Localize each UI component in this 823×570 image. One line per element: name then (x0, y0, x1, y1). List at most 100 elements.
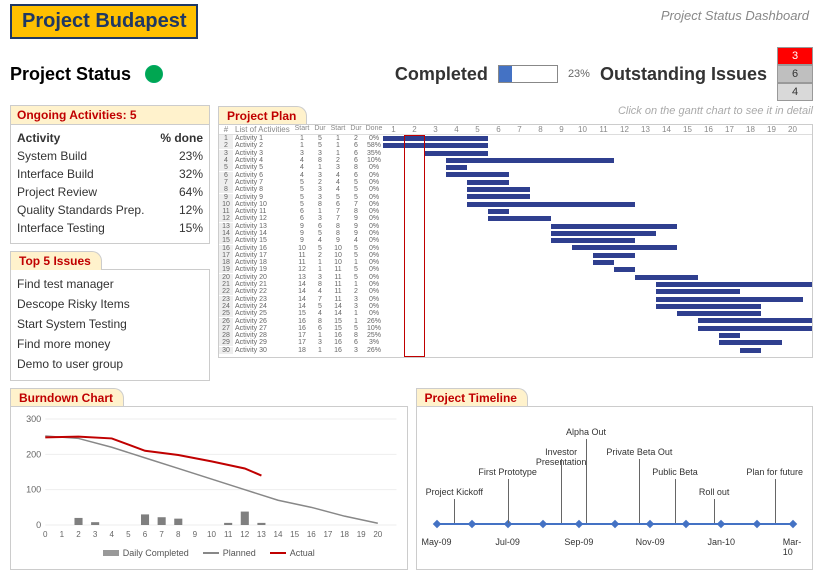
progress-bar (498, 65, 558, 83)
ongoing-header: Ongoing Activities: 5 (11, 106, 209, 125)
issue-count-box: 4 (777, 83, 813, 101)
svg-text:18: 18 (340, 530, 350, 539)
status-indicator-icon (145, 65, 163, 83)
gantt-row: 18Activity 181111010% (219, 259, 812, 266)
gantt-row: 4Activity 4482610% (219, 157, 812, 164)
top-issues-tab: Top 5 Issues (10, 251, 102, 270)
svg-text:11: 11 (224, 530, 233, 539)
plan-hint: Click on the gantt chart to see it in de… (618, 105, 813, 117)
gantt-row: 10Activity 1058670% (219, 201, 812, 208)
issue-item: Find more money (17, 334, 203, 354)
svg-text:5: 5 (126, 530, 131, 539)
top-issues-panel: Find test managerDescope Risky ItemsStar… (10, 269, 210, 381)
gantt-row: 2Activity 2151658% (219, 142, 812, 149)
gantt-row: 6Activity 643460% (219, 171, 812, 178)
gantt-row: 13Activity 1396890% (219, 223, 812, 230)
project-plan-tab: Project Plan (218, 106, 307, 125)
gantt-row: 30Activity 3018116326% (219, 347, 812, 354)
gantt-row: 29Activity 291731663% (219, 339, 812, 346)
timeline-event: Plan for future (746, 467, 803, 477)
svg-text:0: 0 (43, 530, 48, 539)
gantt-row: 16Activity 161051050% (219, 244, 812, 251)
svg-text:9: 9 (193, 530, 198, 539)
gantt-row: 24Activity 241451430% (219, 303, 812, 310)
svg-text:1: 1 (60, 530, 65, 539)
svg-text:14: 14 (274, 530, 284, 539)
timeline-event: First Prototype (478, 467, 537, 477)
gantt-row: 8Activity 853450% (219, 186, 812, 193)
svg-text:300: 300 (26, 414, 41, 424)
completed-block: Completed 23% (395, 64, 590, 85)
gantt-row: 22Activity 221441120% (219, 288, 812, 295)
gantt-row: 1Activity 115120% (219, 135, 812, 142)
svg-text:200: 200 (26, 449, 41, 459)
gantt-row: 9Activity 953550% (219, 193, 812, 200)
gantt-row: 27Activity 2716615510% (219, 325, 812, 332)
svg-text:3: 3 (93, 530, 98, 539)
timeline-event: Private Beta Out (606, 447, 672, 457)
progress-pct: 23% (568, 68, 590, 80)
gantt-row: 5Activity 541380% (219, 164, 812, 171)
issue-item: Descope Risky Items (17, 294, 203, 314)
svg-text:17: 17 (323, 530, 333, 539)
svg-text:0: 0 (36, 520, 41, 530)
gantt-row: 28Activity 2817116825% (219, 332, 812, 339)
status-label: Project Status (10, 64, 131, 85)
timeline-event: Public Beta (652, 467, 698, 477)
timeline-event: Roll out (699, 487, 730, 497)
ongoing-activities-panel: Ongoing Activities: 5 Activity% doneSyst… (10, 105, 210, 244)
svg-text:6: 6 (143, 530, 148, 539)
activity-row: Interface Build32% (17, 165, 203, 183)
completed-label: Completed (395, 64, 488, 85)
svg-text:20: 20 (373, 530, 383, 539)
timeline-tab: Project Timeline (416, 388, 528, 407)
svg-text:13: 13 (257, 530, 267, 539)
title-bar: Project Budapest (10, 4, 198, 39)
gantt-row: 17Activity 171121050% (219, 252, 812, 259)
issue-count-box: 3 (777, 47, 813, 65)
issue-count-box: 6 (777, 65, 813, 83)
outstanding-issues-block: Outstanding Issues 364 (600, 47, 813, 101)
issue-item: Demo to user group (17, 354, 203, 374)
gantt-row: 20Activity 201331150% (219, 274, 812, 281)
gantt-row: 7Activity 752450% (219, 179, 812, 186)
timeline-event: Project Kickoff (426, 487, 483, 497)
issue-item: Start System Testing (17, 314, 203, 334)
activity-row: System Build23% (17, 147, 203, 165)
burndown-legend: Daily Completed Planned Actual (17, 548, 401, 558)
svg-text:15: 15 (290, 530, 300, 539)
svg-text:19: 19 (357, 530, 367, 539)
burndown-chart[interactable]: 0100200300012345678910111213141516171819… (10, 406, 408, 570)
project-status-block: Project Status (10, 64, 385, 85)
svg-text:8: 8 (176, 530, 181, 539)
project-title: Project Budapest (22, 10, 186, 33)
gantt-row: 23Activity 231471130% (219, 296, 812, 303)
activity-row: Interface Testing15% (17, 219, 203, 237)
gantt-row: 21Activity 211481110% (219, 281, 812, 288)
timeline-chart[interactable]: May-09Jul-09Sep-09Nov-09Jan-10Mar-10Proj… (416, 406, 814, 570)
top-metrics: Project Status Completed 23% Outstanding… (10, 47, 813, 101)
svg-text:12: 12 (240, 530, 250, 539)
issues-label: Outstanding Issues (600, 64, 767, 85)
activity-row: Quality Standards Prep.12% (17, 201, 203, 219)
burndown-tab: Burndown Chart (10, 388, 124, 407)
svg-text:2: 2 (76, 530, 81, 539)
svg-text:10: 10 (207, 530, 217, 539)
svg-text:100: 100 (26, 485, 41, 495)
issue-item: Find test manager (17, 274, 203, 294)
gantt-row: 25Activity 251541410% (219, 310, 812, 317)
gantt-row: 15Activity 1594940% (219, 237, 812, 244)
svg-text:7: 7 (159, 530, 164, 539)
gantt-chart[interactable]: #List of ActivitiesStartDurStartDurDone1… (218, 124, 813, 358)
gantt-row: 12Activity 1263790% (219, 215, 812, 222)
svg-text:4: 4 (110, 530, 115, 539)
timeline-event: Alpha Out (566, 427, 606, 437)
dashboard-subtitle: Project Status Dashboard (661, 8, 809, 23)
gantt-row: 26Activity 2616815126% (219, 317, 812, 324)
gantt-row: 14Activity 1495890% (219, 230, 812, 237)
gantt-row: 11Activity 1161780% (219, 208, 812, 215)
activity-row: Project Review64% (17, 183, 203, 201)
gantt-row: 3Activity 3331635% (219, 150, 812, 157)
svg-text:16: 16 (307, 530, 317, 539)
gantt-row: 19Activity 191211150% (219, 266, 812, 273)
